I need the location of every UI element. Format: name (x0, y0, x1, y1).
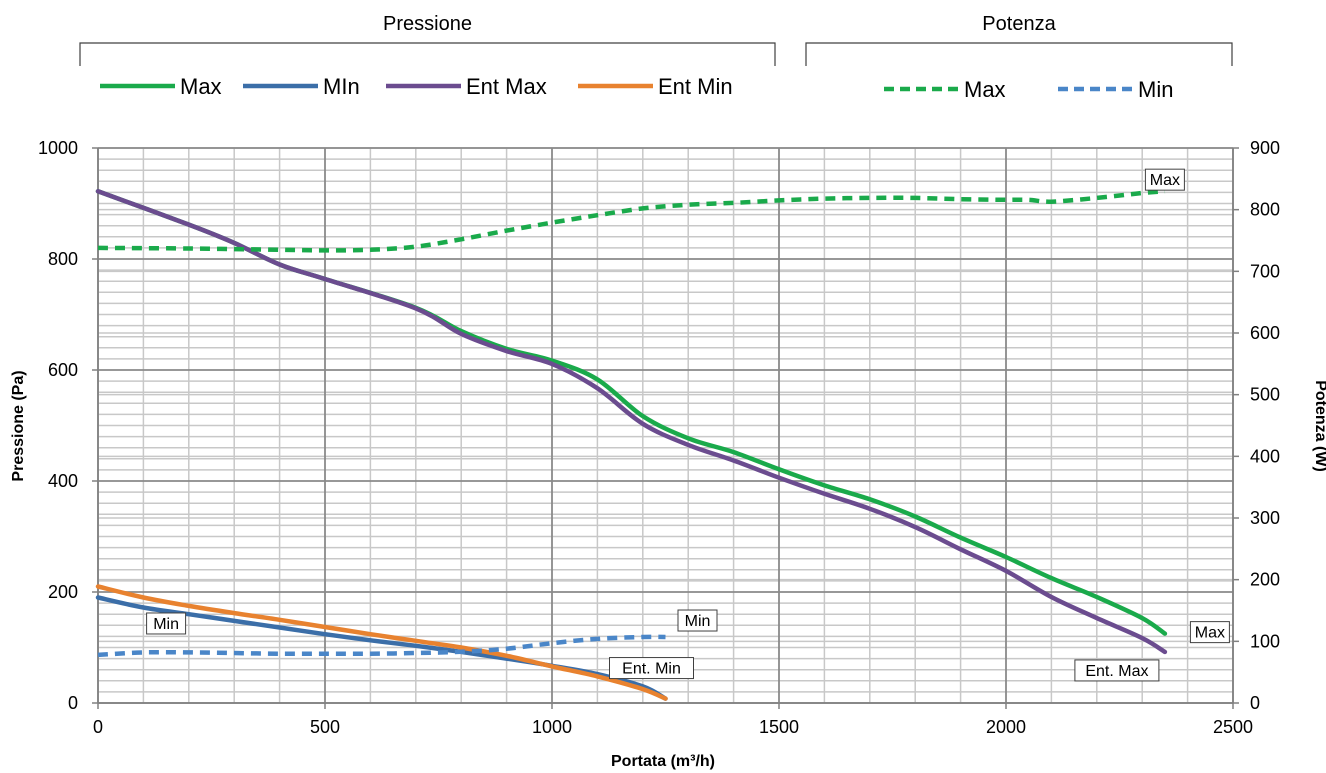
legend-group-potenza: Potenza Max Min (805, 13, 1233, 102)
series-line-potenza-min (97, 634, 666, 658)
legend: Pressione Max MIn Ent Max Ent Min Potenza Max M… (79, 13, 1233, 102)
end-labels: Max Min Ent. Max Ent. Min Max Min (146, 168, 1230, 682)
legend-group-pressione: Pressione Max MIn Ent Max Ent Min (79, 13, 776, 99)
x-tick-label: 1000 (532, 717, 572, 737)
y2-tick-label: 0 (1250, 693, 1260, 713)
grid (97, 147, 1234, 704)
y2-tick-label: 300 (1250, 508, 1280, 528)
y2-tick-label: 900 (1250, 138, 1280, 158)
y-tick-label: 200 (48, 582, 78, 602)
series-line-potenza-max (97, 188, 1166, 253)
legend-label-min: Min (1138, 77, 1173, 102)
end-label-text: Ent. Max (1085, 663, 1148, 680)
series-line-pressione-max (95, 189, 1168, 636)
end-label-box (1144, 168, 1185, 191)
y2-tick-label: 600 (1250, 323, 1280, 343)
y2-tick-label: 400 (1250, 446, 1280, 466)
legend-label-ent-max: Ent Max (466, 74, 547, 99)
y2-tick-label: 200 (1250, 570, 1280, 590)
legend-group-title: Pressione (383, 13, 472, 35)
end-label-box (146, 612, 187, 635)
legend-bracket (805, 42, 1233, 66)
x-tick-label: 2500 (1213, 717, 1253, 737)
legend-group-title: Potenza (982, 13, 1056, 35)
y-axis-label: Pressione (Pa) (10, 370, 27, 481)
end-label-box (677, 609, 718, 632)
end-label-text: Ent. Min (622, 661, 681, 678)
end-label-box (609, 657, 694, 680)
axes: 0 500 1000 1500 2000 2500 0 200 400 600 800 1000 0 10… (38, 138, 1280, 737)
end-label-min: Min (146, 612, 187, 635)
legend-label-min: MIn (323, 74, 360, 99)
end-label-ent-max: Ent. Max (1074, 659, 1160, 682)
end-label-text: Max (1150, 172, 1180, 189)
end-label-ent-min: Ent. Min (609, 657, 694, 680)
legend-label-max: Max (180, 74, 222, 99)
x-tick-label: 1500 (759, 717, 799, 737)
end-label-text: Min (153, 616, 179, 633)
y-tick-label: 400 (48, 471, 78, 491)
y-tick-label: 800 (48, 249, 78, 269)
end-label-max: Max (1144, 168, 1185, 191)
y2-tick-label: 500 (1250, 385, 1280, 405)
legend-label-max: Max (964, 77, 1006, 102)
y2-tick-label: 100 (1250, 631, 1280, 651)
end-label-text: Max (1195, 625, 1225, 642)
end-label-max: Max (1189, 621, 1230, 644)
y2-tick-label: 700 (1250, 261, 1280, 281)
y-tick-label: 1000 (38, 138, 78, 158)
x-axis-label: Portata (m³/h) (611, 753, 715, 770)
end-label-min: Min (677, 609, 718, 632)
end-label-box (1074, 659, 1160, 682)
legend-label-ent-min: Ent Min (658, 74, 733, 99)
x-tick-label: 0 (93, 717, 103, 737)
series-line-pressione-ent-max (95, 189, 1168, 655)
y-tick-label: 0 (68, 693, 78, 713)
series-lines (95, 188, 1168, 701)
y2-tick-label: 800 (1250, 200, 1280, 220)
y-tick-label: 600 (48, 360, 78, 380)
x-tick-label: 2000 (986, 717, 1026, 737)
end-label-text: Min (685, 613, 711, 630)
series-line-pressione-ent-min (95, 584, 668, 701)
end-label-box (1189, 621, 1230, 644)
x-tick-label: 500 (310, 717, 340, 737)
y2-axis-label: Potenza (W) (1312, 380, 1326, 472)
legend-bracket (79, 42, 776, 66)
